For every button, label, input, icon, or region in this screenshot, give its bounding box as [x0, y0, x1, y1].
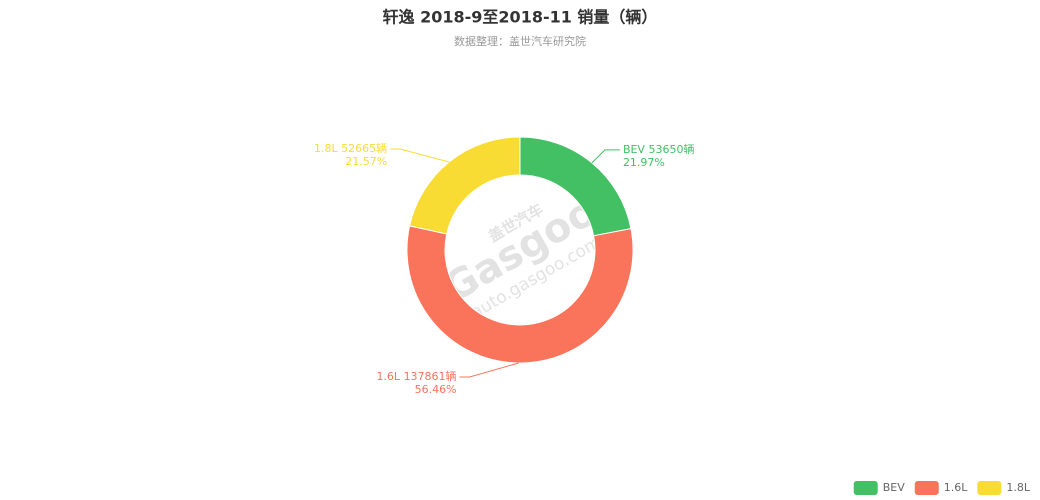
slice-name: BEV [623, 143, 645, 156]
slice-percent: 56.46% [415, 383, 457, 396]
label-line [591, 149, 620, 164]
label-line [459, 362, 519, 378]
slice-value: 137861辆 [404, 369, 457, 383]
legend-label: 1.6L [944, 481, 968, 494]
legend-label: BEV [883, 481, 905, 494]
slice-name: 1.6L [376, 370, 400, 383]
slice-value: 52665辆 [341, 141, 387, 155]
legend-swatch [914, 481, 939, 495]
slice-name: 1.8L [314, 142, 338, 155]
slice-percent: 21.97% [623, 156, 665, 169]
label-line [390, 148, 450, 163]
chart-subtitle: 数据整理：盖世汽车研究院 [454, 34, 586, 48]
legend-swatch [977, 481, 1002, 495]
slice-value: 53650辆 [648, 142, 694, 156]
chart-title: 轩逸 2018-9至2018-11 销量（辆） [383, 8, 658, 27]
legend-swatch [853, 481, 878, 495]
slice-percent: 21.57% [345, 155, 387, 168]
donut-slice [409, 136, 521, 235]
slice-label: 1.8L 52665辆 [314, 141, 387, 155]
legend-label: 1.8L [1006, 481, 1030, 494]
donut-slice [406, 225, 634, 364]
slice-label: 1.6L 137861辆 [376, 369, 456, 383]
slice-label: BEV 53650辆 [623, 142, 695, 156]
